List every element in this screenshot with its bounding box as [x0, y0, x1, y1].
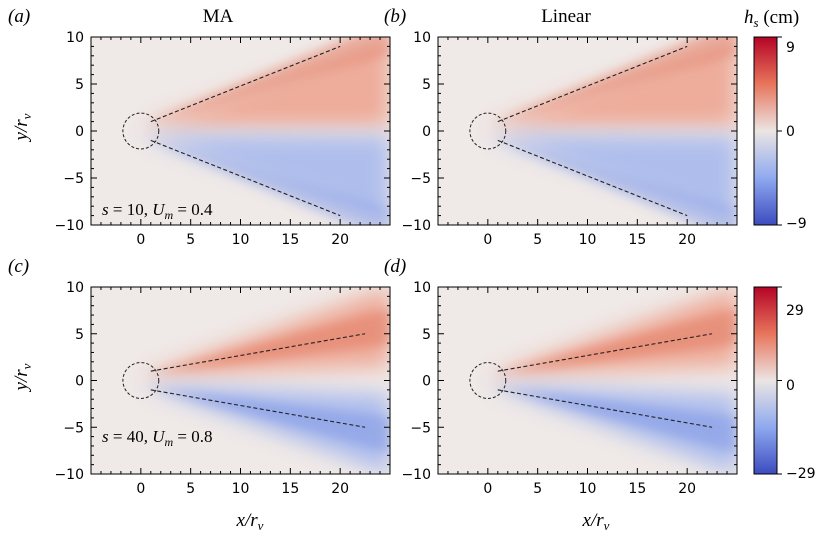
y-tick-label: −10 [54, 218, 84, 234]
x-tick-label: 10 [232, 232, 250, 248]
y-tick-label: −5 [410, 171, 431, 187]
annotation-top: s = 10, Um = 0.4 [102, 200, 213, 222]
cbar-bottom-min-label: −29 [786, 466, 816, 482]
wake-line-upper [497, 333, 713, 372]
x-axis-label-right: x/rv [582, 510, 610, 533]
y-tick-label: 5 [422, 327, 431, 343]
x-axis-label-left: x/rv [236, 510, 264, 533]
cbar-top-mid-label: 0 [786, 124, 795, 140]
x-tick-label: 0 [136, 481, 145, 497]
x-tick-label: 5 [533, 232, 542, 248]
x-tick-label: 5 [533, 481, 542, 497]
panel-3: 0 5 10 15 20 −10 −5 0 5 10 [54, 280, 391, 497]
colorbar-top [753, 36, 778, 226]
cbar-bottom-mid-label: 0 [786, 378, 795, 394]
y-tick-label: 5 [75, 77, 84, 93]
y-tick-label: 5 [422, 77, 431, 93]
vortex-circle [122, 112, 160, 150]
panel-2: 0 5 10 15 20 −10 −5 0 5 10 [401, 30, 738, 248]
wake-line-lower [497, 139, 688, 217]
positive-core [144, 37, 390, 125]
y-tick-label: 0 [75, 124, 84, 140]
x-tick-label: 5 [186, 481, 195, 497]
positive-lobe [140, 287, 390, 377]
panel-label-d: (d) [384, 256, 406, 277]
field-3 [91, 287, 390, 474]
y-tick-label: −10 [401, 467, 431, 483]
wake-line-upper [150, 333, 366, 372]
colorbar-label: hs (cm) [744, 7, 799, 30]
x-tick-label: 5 [186, 232, 195, 248]
x-tick-label: 20 [678, 232, 696, 248]
negative-lobe [140, 384, 390, 474]
y-tick-label: −10 [54, 467, 84, 483]
panel-label-c: (c) [8, 256, 29, 277]
panel-label-b: (b) [384, 6, 406, 27]
vortex-circle [469, 362, 507, 399]
y-tick-label: −5 [410, 420, 431, 436]
y-tick-label: −5 [63, 420, 84, 436]
wake-line-lower [150, 139, 341, 217]
x-tick-label: 15 [281, 232, 299, 248]
y-tick-label: 10 [413, 280, 431, 296]
x-tick-label: 15 [628, 232, 646, 248]
x-tick-label: 20 [678, 481, 696, 497]
negative-core [144, 137, 390, 225]
y-tick-label: 10 [66, 30, 84, 46]
y-tick-label: 10 [66, 280, 84, 296]
cbar-top-min-label: −9 [786, 216, 807, 232]
x-tick-label: 10 [579, 481, 597, 497]
field-4 [438, 287, 737, 474]
y-tick-label: 10 [413, 30, 431, 46]
wake-line-upper [150, 45, 341, 123]
positive-core [491, 37, 737, 125]
panel-1: 0 5 10 15 20 −10 −5 0 5 10 [54, 30, 391, 248]
negative-core [491, 137, 737, 225]
x-tick-label: 15 [281, 481, 299, 497]
y-tick-label: 5 [75, 327, 84, 343]
panel-title-linear: Linear [541, 6, 591, 27]
x-tick-label: 10 [232, 481, 250, 497]
x-tick-label: 20 [331, 232, 349, 248]
field-2 [438, 37, 737, 225]
x-tick-label: 0 [136, 232, 145, 248]
panel-title-ma: MA [203, 6, 234, 27]
x-tick-label: 20 [331, 481, 349, 497]
wake-line-lower [150, 389, 366, 428]
x-tick-label: 10 [579, 232, 597, 248]
y-tick-label: −5 [63, 171, 84, 187]
panel-4: 0 5 10 15 20 −10 −5 0 5 10 [401, 280, 738, 497]
y-axis-label-bottom: y/rv [11, 363, 34, 392]
x-tick-label: 0 [483, 232, 492, 248]
annotation-bottom: s = 40, Um = 0.8 [102, 427, 213, 449]
y-tick-label: 0 [75, 374, 84, 390]
colorbar-bottom [753, 286, 778, 475]
y-tick-label: 0 [422, 374, 431, 390]
negative-lobe [487, 384, 737, 474]
negative-core [491, 386, 737, 453]
x-tick-label: 15 [628, 481, 646, 497]
y-tick-label: 0 [422, 124, 431, 140]
positive-lobe [487, 287, 737, 377]
wake-line-upper [497, 45, 688, 123]
cbar-top-max-label: 9 [786, 40, 795, 56]
y-axis-label-top: y/rv [11, 113, 34, 142]
field-1 [91, 37, 390, 225]
panel-label-a: (a) [8, 6, 30, 27]
cbar-bottom-max-label: 29 [786, 303, 804, 319]
wake-line-lower [497, 389, 713, 428]
vortex-circle [122, 362, 160, 399]
y-tick-label: −10 [401, 218, 431, 234]
x-tick-label: 0 [483, 481, 492, 497]
positive-core [491, 308, 737, 375]
positive-core [144, 308, 390, 375]
vortex-circle [469, 112, 507, 150]
negative-core [144, 386, 390, 453]
